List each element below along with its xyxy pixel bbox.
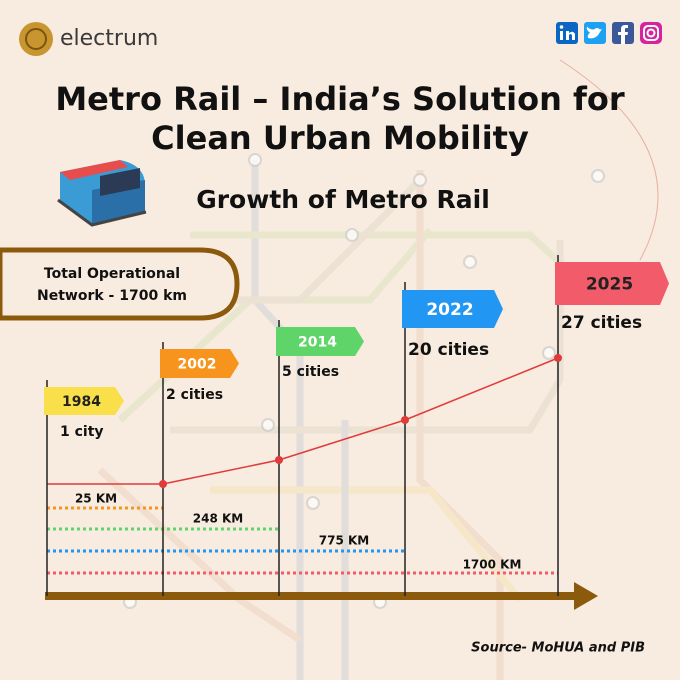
milestone-cities: 27 cities	[561, 313, 642, 333]
network-box-text: Total Operational	[44, 266, 180, 282]
growth-point	[275, 456, 283, 464]
milestone-cities: 20 cities	[408, 340, 489, 360]
map-stations	[123, 153, 605, 609]
network-box-text: Network - 1700 km	[37, 288, 187, 304]
milestone-year: 2022	[426, 300, 473, 320]
milestone-year: 2002	[178, 357, 217, 373]
milestone-flag	[402, 290, 503, 328]
title-line: Metro Rail – India’s Solution for	[55, 80, 625, 118]
milestone-cities: 5 cities	[282, 364, 339, 380]
train-icon	[57, 160, 147, 227]
milestone-flag	[44, 387, 124, 415]
logo-icon-ring	[25, 28, 47, 50]
network-length-label: 775 KM	[319, 534, 369, 548]
milestone-year: 2014	[298, 335, 337, 351]
logo-icon	[19, 22, 53, 56]
milestone-flag	[160, 349, 239, 378]
growth-point	[159, 480, 167, 488]
network-box	[0, 247, 240, 321]
milestone-cities: 1 city	[60, 424, 104, 440]
milestone-year: 1984	[62, 394, 101, 410]
milestone-cities: 2 cities	[166, 387, 223, 403]
milestone-year: 2025	[586, 275, 633, 295]
decor-curve	[559, 59, 659, 261]
social-icons	[556, 22, 662, 44]
source: Source- MoHUA and PIB	[471, 641, 645, 656]
title-line: Clean Urban Mobility	[151, 119, 529, 157]
timeline-arrowhead	[574, 582, 598, 610]
subtitle: Growth of Metro Rail	[196, 185, 490, 214]
network-length-label: 25 KM	[75, 492, 117, 506]
brand-name: electrum	[60, 26, 158, 51]
network-length-label: 248 KM	[193, 512, 243, 526]
milestone-flag	[276, 327, 364, 356]
timeline: 25 KM 248 KM 775 KM 1700 KM 1984 1 city 2002 2 …	[44, 255, 669, 596]
network-length-label: 1700 KM	[463, 558, 522, 572]
growth-point	[401, 416, 409, 424]
growth-point	[554, 354, 562, 362]
milestone-flag	[555, 262, 669, 305]
